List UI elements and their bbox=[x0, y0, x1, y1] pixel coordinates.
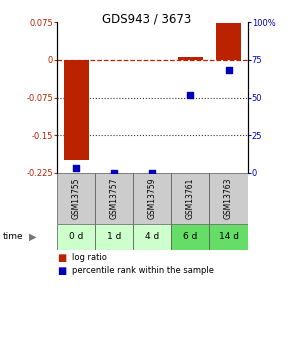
Text: 0 d: 0 d bbox=[69, 233, 84, 241]
Bar bbox=[64, 60, 88, 160]
Bar bbox=[171, 172, 209, 224]
Bar bbox=[133, 172, 171, 224]
Text: 6 d: 6 d bbox=[183, 233, 198, 241]
Text: ■: ■ bbox=[57, 266, 67, 276]
Text: GSM13759: GSM13759 bbox=[148, 178, 157, 219]
Point bbox=[112, 170, 117, 175]
Text: GSM13757: GSM13757 bbox=[110, 178, 119, 219]
Bar bbox=[209, 224, 248, 250]
Text: GSM13763: GSM13763 bbox=[224, 178, 233, 219]
Text: ■: ■ bbox=[57, 253, 67, 263]
Text: log ratio: log ratio bbox=[72, 253, 107, 262]
Bar bbox=[57, 224, 95, 250]
Bar bbox=[171, 224, 209, 250]
Text: 1 d: 1 d bbox=[107, 233, 122, 241]
Point bbox=[74, 165, 79, 171]
Text: percentile rank within the sample: percentile rank within the sample bbox=[72, 266, 214, 275]
Text: 14 d: 14 d bbox=[219, 233, 239, 241]
Bar bbox=[209, 172, 248, 224]
Text: GSM13761: GSM13761 bbox=[186, 178, 195, 219]
Bar bbox=[216, 23, 241, 60]
Text: GDS943 / 3673: GDS943 / 3673 bbox=[102, 12, 191, 25]
Bar bbox=[133, 224, 171, 250]
Bar bbox=[95, 172, 133, 224]
Point bbox=[150, 170, 155, 175]
Point bbox=[226, 68, 231, 73]
Text: 4 d: 4 d bbox=[145, 233, 159, 241]
Text: ▶: ▶ bbox=[29, 232, 37, 242]
Text: time: time bbox=[3, 233, 23, 241]
Bar bbox=[57, 172, 95, 224]
Text: GSM13755: GSM13755 bbox=[72, 178, 81, 219]
Bar bbox=[178, 58, 203, 60]
Point bbox=[188, 92, 193, 97]
Bar bbox=[95, 224, 133, 250]
